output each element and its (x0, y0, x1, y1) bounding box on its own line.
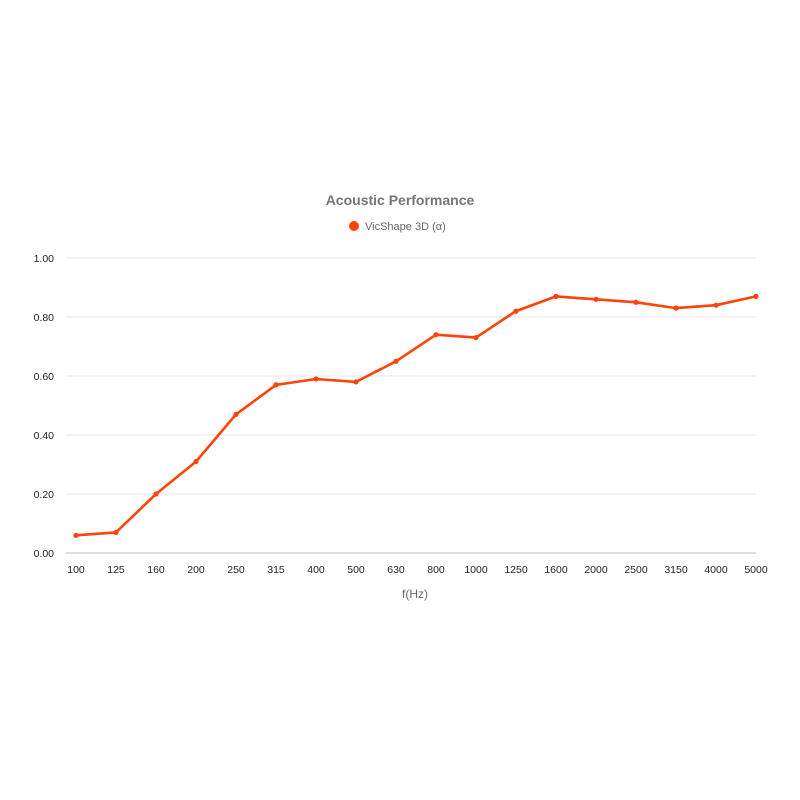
x-tick-label: 2500 (624, 564, 648, 576)
x-tick-label: 400 (307, 564, 325, 576)
data-point[interactable] (153, 491, 159, 497)
y-tick-label: 1.00 (34, 253, 55, 265)
x-tick-label: 1000 (464, 564, 488, 576)
x-tick-label: 100 (67, 564, 85, 576)
x-tick-label: 160 (147, 564, 165, 576)
data-point[interactable] (513, 308, 519, 314)
data-point[interactable] (473, 335, 479, 341)
x-tick-label: 315 (267, 564, 285, 576)
series-line (74, 295, 758, 537)
data-point[interactable] (73, 532, 79, 538)
y-tick-label: 0.40 (34, 430, 55, 442)
data-point[interactable] (193, 458, 199, 465)
x-tick-label: 800 (427, 564, 445, 576)
y-tick-label: 0.00 (34, 548, 55, 560)
y-tick-label: 0.80 (34, 312, 55, 324)
x-axis-label: f(Hz) (402, 587, 428, 601)
x-tick-label: 2000 (584, 564, 608, 576)
grid (66, 257, 756, 554)
x-tick-label: 1250 (504, 564, 528, 576)
data-point[interactable] (273, 382, 279, 388)
y-tick-label: 0.20 (34, 489, 55, 501)
x-tick-label: 500 (347, 564, 365, 576)
data-point[interactable] (593, 296, 599, 302)
data-point[interactable] (433, 332, 439, 338)
x-tick-label: 3150 (664, 564, 688, 576)
data-point[interactable] (633, 299, 639, 305)
data-point[interactable] (353, 379, 359, 385)
x-tick-label: 1600 (544, 564, 568, 576)
y-axis: 0.00 0.20 0.40 0.60 0.80 1.00 (34, 253, 55, 560)
x-tick-label: 250 (227, 564, 245, 576)
data-point[interactable] (233, 411, 239, 417)
data-point[interactable] (673, 305, 679, 311)
x-tick-label: 125 (107, 564, 125, 576)
data-point[interactable] (393, 358, 399, 364)
legend-marker (349, 221, 359, 231)
chart-title: Acoustic Performance (326, 192, 475, 208)
data-point[interactable] (553, 293, 559, 299)
x-tick-label: 200 (187, 564, 205, 576)
legend[interactable]: VicShape 3D (α) (349, 221, 446, 233)
data-point[interactable] (113, 529, 119, 535)
x-axis: 100 125 160 200 250 315 400 500 630 800 1000 1250 16… (67, 564, 768, 576)
y-tick-label: 0.60 (34, 371, 55, 383)
data-point[interactable] (713, 302, 719, 308)
x-tick-label: 630 (387, 564, 405, 576)
data-point[interactable] (313, 376, 319, 382)
x-tick-label: 5000 (744, 564, 768, 576)
plot-area (73, 293, 759, 538)
x-tick-label: 4000 (704, 564, 728, 576)
data-point[interactable] (753, 293, 759, 299)
legend-label: VicShape 3D (α) (365, 221, 446, 233)
